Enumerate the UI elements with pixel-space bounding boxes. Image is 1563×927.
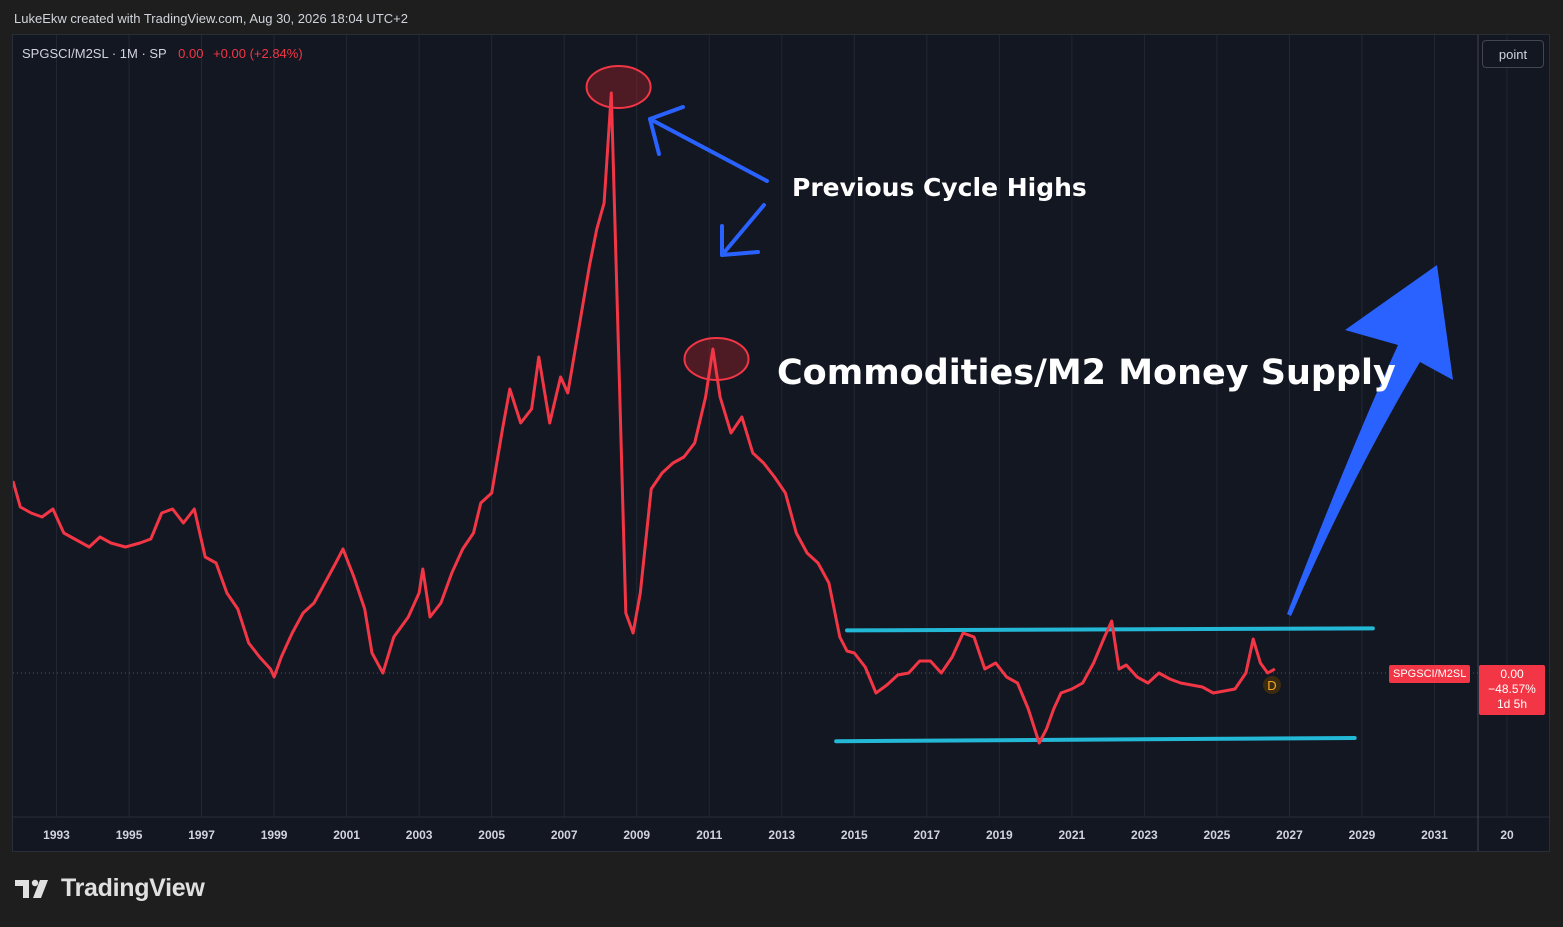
arrow-head-2	[720, 224, 760, 257]
x-tick-label: 1995	[116, 828, 143, 842]
arrow-head-1	[648, 105, 685, 156]
dividend-marker: D	[1263, 676, 1281, 694]
x-tick-label: 2017	[913, 828, 940, 842]
x-tick-label: 2021	[1059, 828, 1086, 842]
x-tick-label: 1997	[188, 828, 215, 842]
x-tick-label: 2025	[1204, 828, 1231, 842]
x-tick-label: 2023	[1131, 828, 1158, 842]
chart-frame[interactable]	[12, 34, 1550, 852]
x-tick-label: 2005	[478, 828, 505, 842]
legend-value: 0.00	[178, 46, 204, 61]
cycle-high-circle-1	[585, 65, 652, 109]
x-tick-label: 1993	[43, 828, 70, 842]
x-tick-label: 20	[1500, 828, 1514, 842]
series-legend[interactable]: SPGSCI/M2SL · 1M · SP 0.00 +0.00 (+2.84%…	[22, 46, 303, 61]
arrow-shaft-2	[720, 203, 766, 257]
annotation-previous-cycle-highs: Previous Cycle Highs	[792, 173, 1087, 202]
channel-upper-line	[845, 626, 1375, 633]
x-tick-label: 2009	[623, 828, 650, 842]
x-tick-label: 2015	[841, 828, 868, 842]
chart-credit: LukeEkw created with TradingView.com, Au…	[14, 11, 408, 26]
bar-countdown: 1d 5h	[1496, 697, 1528, 711]
x-tick-label: 2029	[1349, 828, 1376, 842]
arrow-shaft-1	[648, 117, 769, 183]
x-tick-label: 1999	[261, 828, 288, 842]
plot-area: D	[13, 65, 1453, 745]
x-tick-label: 2007	[551, 828, 578, 842]
dividend-marker-label: D	[1267, 678, 1276, 693]
upward-arrow	[1287, 265, 1453, 616]
price-scale-symbol-tag: SPGSCI/M2SL	[1389, 665, 1471, 683]
tradingview-logo-icon	[15, 879, 48, 898]
x-tick-label: 2031	[1421, 828, 1448, 842]
x-tick-label: 2019	[986, 828, 1013, 842]
annotation-chart-title: Commodities/M2 Money Supply	[777, 353, 1396, 393]
x-tick-label: 2003	[406, 828, 433, 842]
channel-lower-line	[834, 736, 1357, 744]
x-tick-label: 2011	[696, 828, 722, 842]
series-line	[13, 91, 1276, 745]
scale-mode-button[interactable]: point	[1482, 40, 1544, 68]
x-tick-label: 2027	[1276, 828, 1303, 842]
tradingview-logo[interactable]: TradingView	[15, 874, 205, 903]
price-scale-last-value: 0.00 −48.57% 1d 5h	[1479, 665, 1545, 715]
legend-change: +0.00 (+2.84%)	[213, 46, 303, 61]
last-value: 0.00	[1500, 667, 1524, 681]
last-change: −48.57%	[1488, 682, 1536, 696]
x-tick-label: 2001	[333, 828, 360, 842]
x-tick-label: 2013	[768, 828, 795, 842]
dividend-marker-dot	[1263, 676, 1281, 694]
legend-symbol[interactable]: SPGSCI/M2SL · 1M · SP	[22, 46, 167, 61]
tradingview-logo-text: TradingView	[61, 874, 205, 902]
